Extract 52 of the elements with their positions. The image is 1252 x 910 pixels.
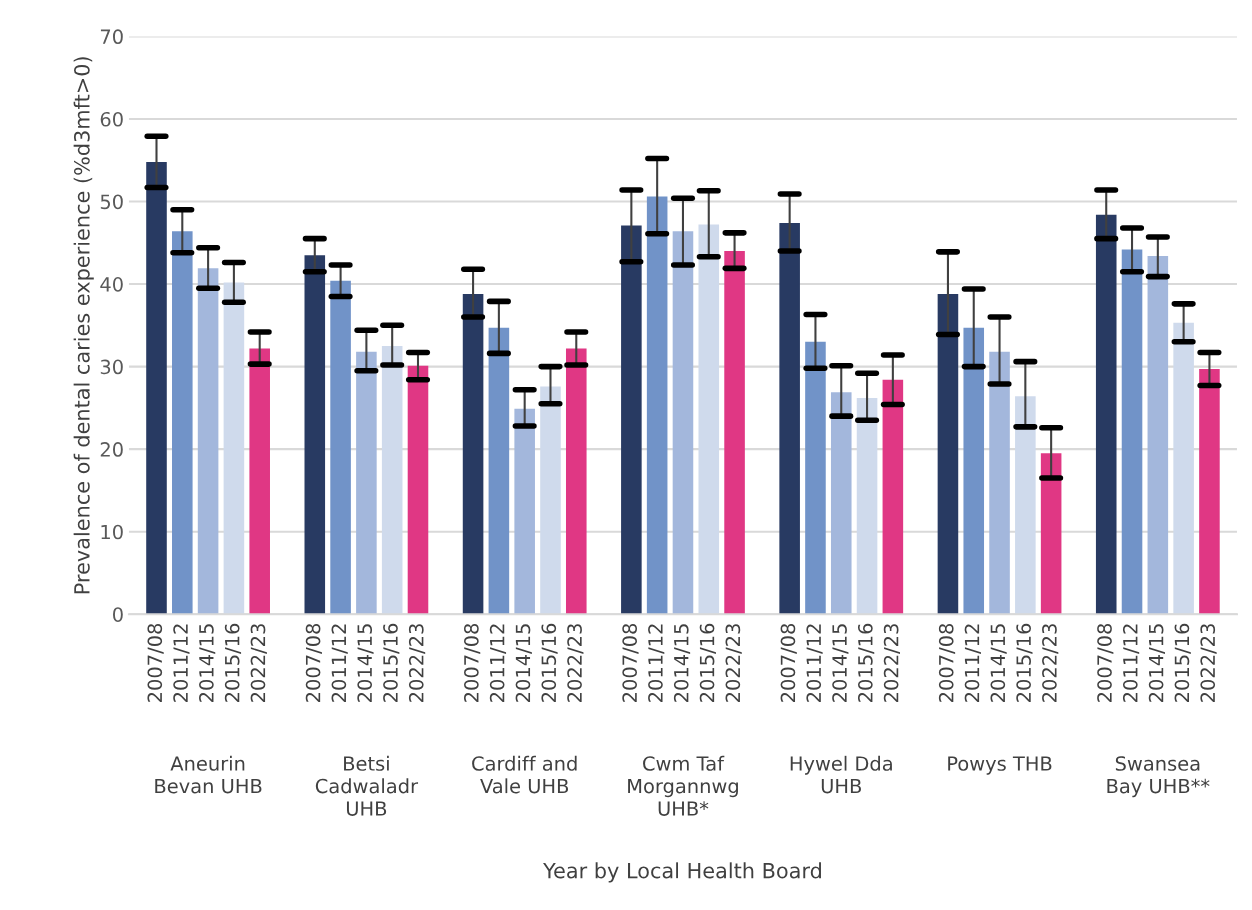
text: 2022/23 (250, 624, 267, 702)
text: 2014/15 (673, 624, 691, 702)
y-axis-title: Prevalence of dental caries experience (%d3mft>0) (73, 57, 94, 594)
x-tick-label: Swansea Bay UHB** (1107, 756, 1210, 798)
x-tick-label: Powys THB (948, 756, 1052, 775)
text: 2014/15 (199, 624, 216, 702)
text: 2015/16 (541, 623, 558, 702)
text: 2022/23 (408, 624, 426, 702)
y-tick-label: 0 (113, 607, 123, 622)
text: 2007/08 (147, 623, 164, 702)
text: 2011/12 (806, 624, 823, 702)
text: 2011/12 (1122, 624, 1140, 702)
y-tick-label: 30 (100, 359, 123, 375)
y-tick-label: 60 (100, 111, 123, 127)
y-tick-label: 70 (100, 29, 123, 45)
text: 2011/12 (964, 624, 981, 702)
text: 2015/16 (224, 623, 242, 702)
y-tick-label: 50 (100, 194, 123, 210)
x-tick-label: Aneurin Bevan UHB (155, 755, 262, 794)
text: 2007/08 (1097, 623, 1114, 702)
text: 2007/08 (622, 623, 639, 702)
text: 2015/16 (1016, 623, 1033, 702)
text: 2015/16 (1174, 623, 1191, 702)
text: 2007/08 (780, 623, 797, 702)
y-tick-label: 20 (100, 442, 123, 457)
text: 2011/12 (173, 624, 190, 702)
text: 2022/23 (567, 624, 584, 702)
text: 2007/08 (305, 623, 322, 702)
text: 2014/15 (515, 624, 532, 702)
text: 2022/23 (1042, 624, 1059, 702)
text: 2014/15 (357, 624, 374, 702)
text: 2015/16 (383, 623, 400, 702)
text: 2014/15 (832, 624, 849, 702)
x-tick-label: Cwm Taf Morgannwg UHB* (628, 755, 738, 816)
text: 2022/23 (725, 624, 742, 702)
text: 2007/08 (464, 623, 481, 702)
x-tick-label: Betsi Cadwaladr UHB (315, 755, 419, 816)
text: 2022/23 (883, 624, 901, 702)
text: 2022/23 (1200, 624, 1217, 702)
text: 2014/15 (990, 624, 1007, 702)
text: 2007/08 (938, 623, 956, 702)
y-tick-label: 40 (100, 277, 123, 292)
x-axis-title: Year by Local Health Board (543, 862, 821, 883)
text: 2011/12 (648, 624, 665, 702)
x-tick-label: Cardiff and Vale UHB (472, 755, 577, 794)
text: 2015/16 (699, 623, 716, 702)
text: 2015/16 (857, 623, 875, 702)
x-tick-label: Hywel Dda UHB (790, 755, 892, 794)
y-tick-label: 10 (101, 524, 123, 540)
text: 2011/12 (489, 624, 507, 702)
text: 2014/15 (1148, 624, 1165, 702)
text: 2011/12 (331, 624, 348, 702)
